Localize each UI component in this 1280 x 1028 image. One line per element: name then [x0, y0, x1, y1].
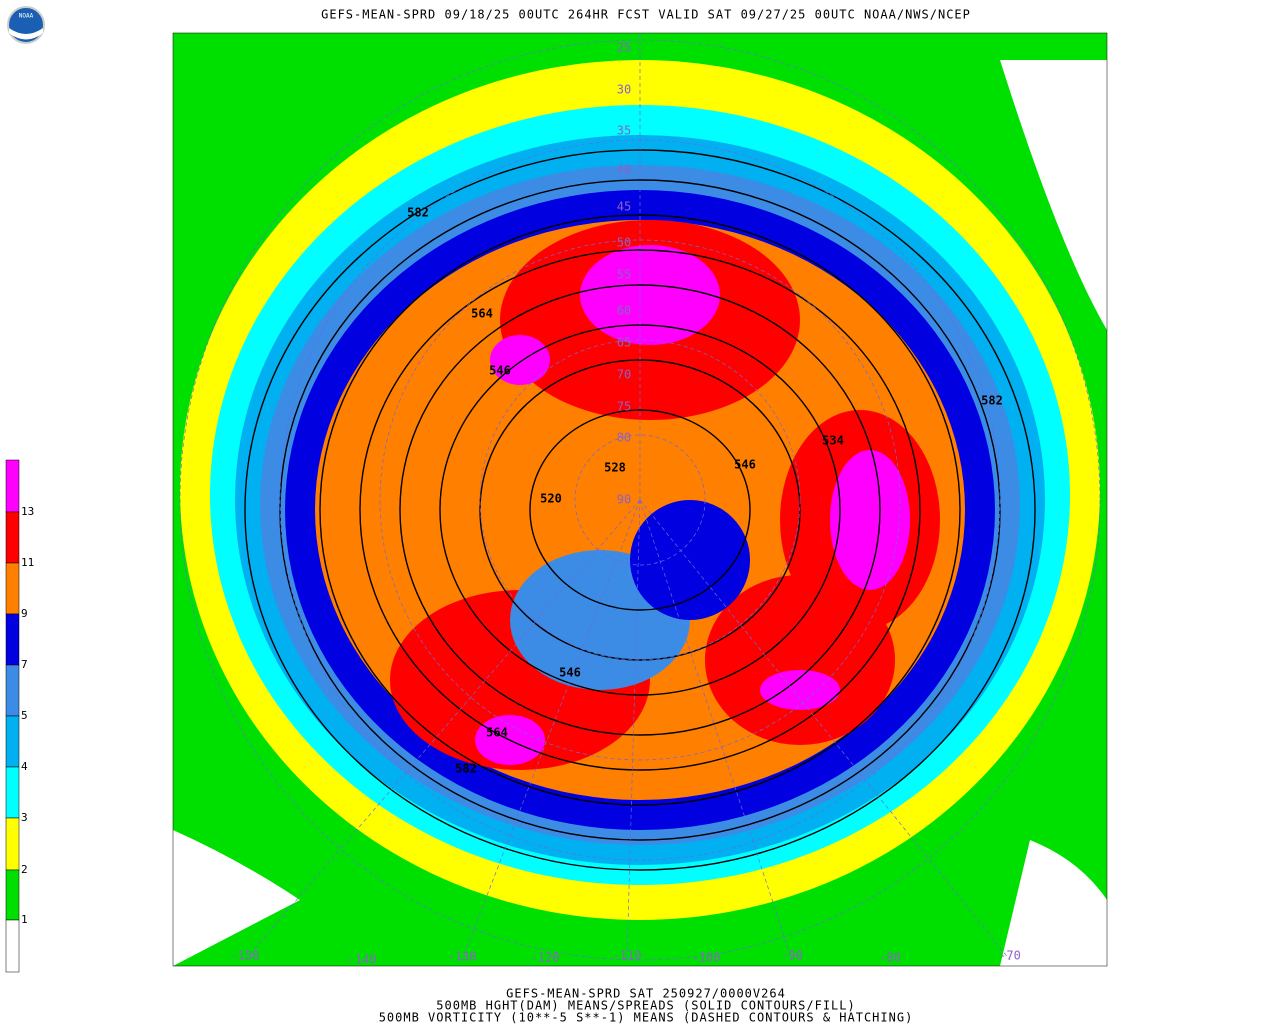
colorbar-label: 9 — [21, 607, 28, 620]
contour-label: 564 — [471, 307, 493, 321]
latitude-label: 70 — [617, 368, 631, 382]
latitude-label: 30 — [617, 83, 631, 97]
longitude-label: -90 — [781, 949, 803, 963]
colorbar-label: 4 — [21, 760, 28, 773]
logo-text: NOAA — [19, 13, 34, 20]
latitude-label: 50 — [617, 236, 631, 250]
colorbar-label: 7 — [21, 658, 28, 671]
contour-label: 528 — [604, 461, 626, 475]
longitude-label: -80 — [879, 951, 901, 965]
latitude-label: 40 — [617, 163, 631, 177]
title: GEFS-MEAN-SPRD 09/18/25 00UTC 264HR FCST… — [321, 8, 971, 22]
map — [172, 32, 1108, 967]
noaa-logo: NOAA — [7, 6, 45, 44]
contour-label: 534 — [822, 434, 844, 448]
latitude-label: 60 — [617, 304, 631, 318]
colorbar-label: 1 — [21, 913, 28, 926]
footer: GEFS-MEAN-SPRD SAT 250927/0000V264 500MB… — [379, 987, 914, 1025]
footer-line: 500MB VORTICITY (10**-5 S**-1) MEANS (DA… — [379, 1011, 914, 1025]
contour-label: 520 — [540, 492, 562, 506]
longitude-labels: -150 -140 -130 -120 -110 -100 -90 -80 -7… — [231, 949, 1021, 967]
latitude-labels: 25 30 35 40 45 50 55 60 65 70 75 80 90 — [617, 41, 631, 507]
latitude-label: 65 — [617, 336, 631, 350]
longitude-label: -110 — [613, 949, 642, 963]
longitude-label: -150 — [231, 949, 260, 963]
colorbar-label: 5 — [21, 709, 28, 722]
footer-line: GEFS-MEAN-SPRD SAT 250927/0000V264 — [506, 987, 786, 1001]
longitude-label: -70 — [999, 949, 1021, 963]
latitude-label: 90 — [617, 493, 631, 507]
latitude-label: 35 — [617, 124, 631, 138]
longitude-label: -130 — [448, 950, 477, 964]
contour-labels: 582 564 546 528 520 546 534 582 546 564 … — [407, 206, 1003, 776]
longitude-label: -120 — [531, 951, 560, 965]
contour-label: 564 — [486, 726, 508, 740]
contour-label: 582 — [455, 762, 477, 776]
contour-label: 546 — [734, 458, 756, 472]
latitude-label: 75 — [617, 400, 631, 414]
latitude-label: 80 — [617, 431, 631, 445]
colorbar: 1 2 3 4 5 7 9 11 13 — [5, 459, 34, 973]
latitude-label: 25 — [617, 41, 631, 55]
colorbar-label: 3 — [21, 811, 28, 824]
contour-label: 546 — [489, 364, 511, 378]
longitude-label: -140 — [348, 953, 377, 967]
colorbar-label: 13 — [21, 505, 34, 518]
contour-label: 582 — [981, 394, 1003, 408]
contour-label: 546 — [559, 666, 581, 680]
contour-label: 582 — [407, 206, 429, 220]
colorbar-label: 2 — [21, 863, 28, 876]
latitude-label: 45 — [617, 200, 631, 214]
longitude-label: -100 — [692, 951, 721, 965]
latitude-label: 55 — [617, 268, 631, 282]
footer-line: 500MB HGHT(DAM) MEANS/SPREADS (SOLID CON… — [436, 999, 855, 1013]
colorbar-label: 11 — [21, 556, 34, 569]
